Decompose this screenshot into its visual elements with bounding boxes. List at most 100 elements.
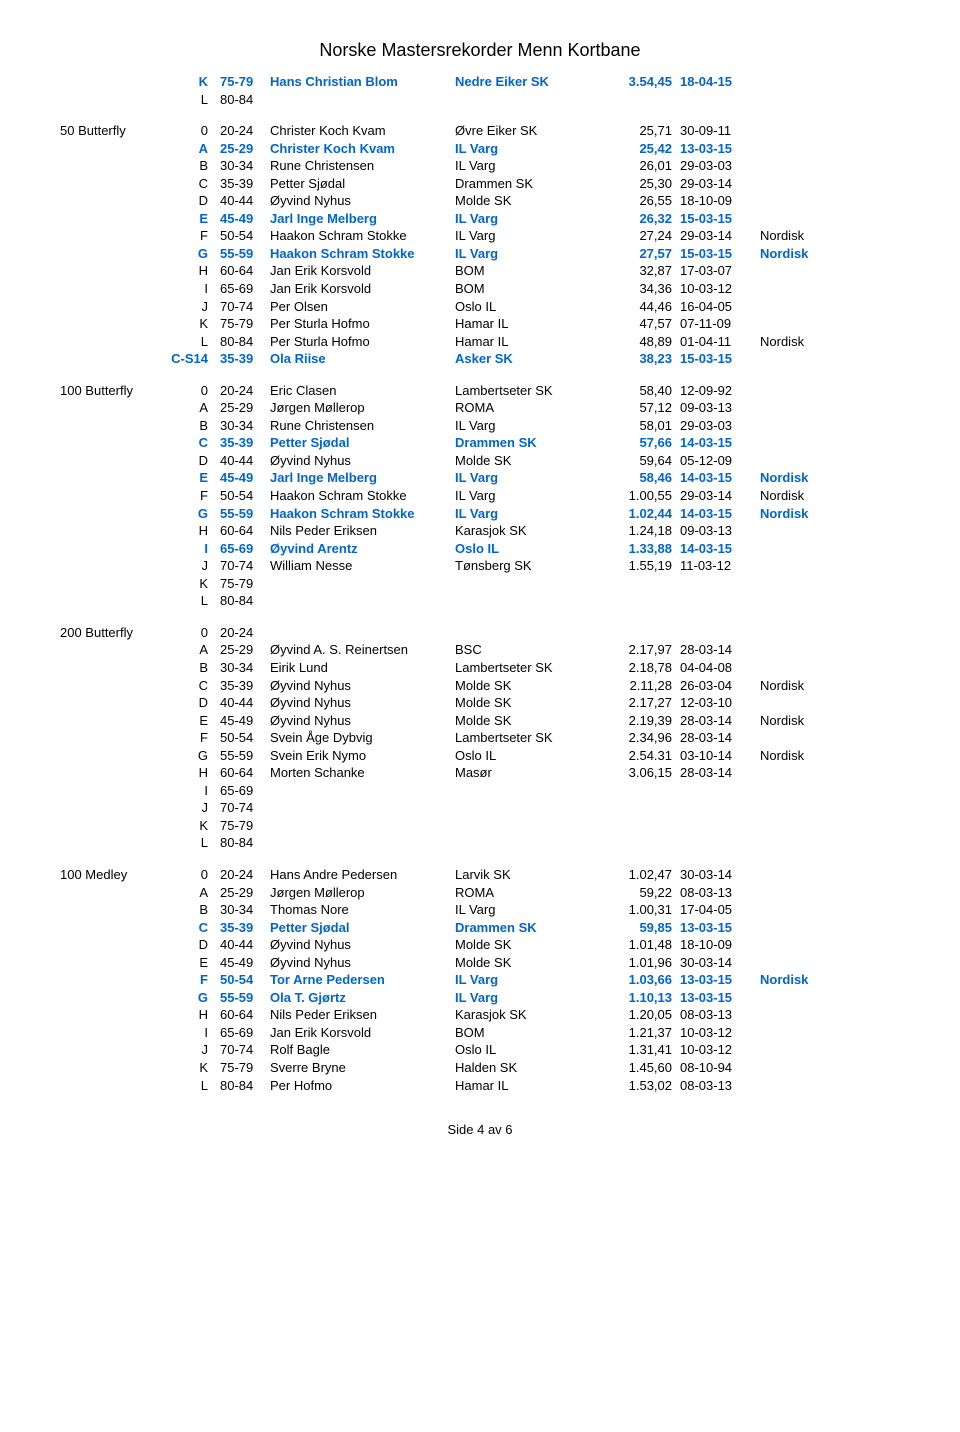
age-group: 55-59: [220, 747, 270, 765]
club-name: IL Varg: [455, 417, 605, 435]
record-row: H60-64Nils Peder EriksenKarasjok SK1.20,…: [60, 1006, 900, 1024]
row-letter: B: [160, 157, 220, 175]
record-date: 18-10-09: [680, 192, 760, 210]
club-name: Hamar IL: [455, 1077, 605, 1095]
record-row: C35-39Petter SjødalDrammen SK59,8513-03-…: [60, 919, 900, 937]
age-group: 25-29: [220, 140, 270, 158]
record-row: C35-39Petter SjødalDrammen SK57,6614-03-…: [60, 434, 900, 452]
club-name: Oslo IL: [455, 747, 605, 765]
club-name: Larvik SK: [455, 866, 605, 884]
age-group: 35-39: [220, 350, 270, 368]
age-group: 40-44: [220, 192, 270, 210]
record-time: 2.11,28: [605, 677, 680, 695]
age-group: 35-39: [220, 175, 270, 193]
row-letter: G: [160, 747, 220, 765]
record-date: 05-12-09: [680, 452, 760, 470]
record-time: 57,66: [605, 434, 680, 452]
row-letter: 0: [160, 382, 220, 400]
row-letter: C: [160, 677, 220, 695]
club-name: Molde SK: [455, 452, 605, 470]
age-group: 25-29: [220, 641, 270, 659]
club-name: Hamar IL: [455, 315, 605, 333]
club-name: Molde SK: [455, 677, 605, 695]
athlete-name: Øyvind Nyhus: [270, 936, 455, 954]
record-date: 12-09-92: [680, 382, 760, 400]
record-time: 32,87: [605, 262, 680, 280]
record-date: 12-03-10: [680, 694, 760, 712]
record-note: Nordisk: [760, 245, 830, 263]
record-row: 50 Butterfly020-24Christer Koch KvamØvre…: [60, 122, 900, 140]
club-name: IL Varg: [455, 245, 605, 263]
record-row: E45-49Jarl Inge MelbergIL Varg26,3215-03…: [60, 210, 900, 228]
record-date: 28-03-14: [680, 712, 760, 730]
row-letter: E: [160, 469, 220, 487]
row-letter: D: [160, 452, 220, 470]
record-date: 08-03-13: [680, 1006, 760, 1024]
page-title: Norske Mastersrekorder Menn Kortbane: [60, 40, 900, 61]
record-row: C35-39Petter SjødalDrammen SK25,3029-03-…: [60, 175, 900, 193]
record-row: J70-74William NesseTønsberg SK1.55,1911-…: [60, 557, 900, 575]
record-time: 1.21,37: [605, 1024, 680, 1042]
age-group: 80-84: [220, 333, 270, 351]
athlete-name: Øyvind A. S. Reinertsen: [270, 641, 455, 659]
record-date: 15-03-15: [680, 210, 760, 228]
record-date: 10-03-12: [680, 1024, 760, 1042]
age-group: 65-69: [220, 540, 270, 558]
record-time: 2.54.31: [605, 747, 680, 765]
record-date: 18-04-15: [680, 73, 760, 91]
record-row: E45-49Øyvind NyhusMolde SK2.19,3928-03-1…: [60, 712, 900, 730]
row-letter: A: [160, 140, 220, 158]
athlete-name: Øyvind Arentz: [270, 540, 455, 558]
row-letter: F: [160, 729, 220, 747]
row-letter: J: [160, 799, 220, 817]
record-row: K75-79: [60, 575, 900, 593]
record-time: 58,40: [605, 382, 680, 400]
record-date: 29-03-14: [680, 487, 760, 505]
athlete-name: Jan Erik Korsvold: [270, 280, 455, 298]
age-group: 55-59: [220, 505, 270, 523]
age-group: 60-64: [220, 262, 270, 280]
row-letter: I: [160, 1024, 220, 1042]
club-name: IL Varg: [455, 157, 605, 175]
age-group: 65-69: [220, 280, 270, 298]
record-time: 1.53,02: [605, 1077, 680, 1095]
athlete-name: Per Hofmo: [270, 1077, 455, 1095]
record-row: L80-84: [60, 91, 900, 109]
record-row: 100 Medley020-24Hans Andre PedersenLarvi…: [60, 866, 900, 884]
club-name: Hamar IL: [455, 333, 605, 351]
club-name: IL Varg: [455, 971, 605, 989]
age-group: 45-49: [220, 210, 270, 228]
row-letter: K: [160, 73, 220, 91]
record-row: I65-69Jan Erik KorsvoldBOM1.21,3710-03-1…: [60, 1024, 900, 1042]
club-name: Molde SK: [455, 192, 605, 210]
club-name: Molde SK: [455, 694, 605, 712]
row-letter: G: [160, 245, 220, 263]
record-time: 26,32: [605, 210, 680, 228]
row-letter: J: [160, 1041, 220, 1059]
record-time: 1.00,31: [605, 901, 680, 919]
club-name: IL Varg: [455, 227, 605, 245]
record-date: 29-03-14: [680, 227, 760, 245]
club-name: IL Varg: [455, 505, 605, 523]
record-date: 03-10-14: [680, 747, 760, 765]
age-group: 30-34: [220, 157, 270, 175]
athlete-name: Hans Andre Pedersen: [270, 866, 455, 884]
record-date: 29-03-03: [680, 417, 760, 435]
age-group: 40-44: [220, 694, 270, 712]
age-group: 50-54: [220, 487, 270, 505]
row-letter: E: [160, 954, 220, 972]
club-name: Masør: [455, 764, 605, 782]
record-row: D40-44Øyvind NyhusMolde SK26,5518-10-09: [60, 192, 900, 210]
row-letter: A: [160, 399, 220, 417]
age-group: 60-64: [220, 522, 270, 540]
athlete-name: Jan Erik Korsvold: [270, 262, 455, 280]
club-name: Karasjok SK: [455, 522, 605, 540]
record-row: D40-44Øyvind NyhusMolde SK59,6405-12-09: [60, 452, 900, 470]
athlete-name: Nils Peder Eriksen: [270, 522, 455, 540]
record-time: 1.02,47: [605, 866, 680, 884]
record-time: 1.45,60: [605, 1059, 680, 1077]
record-row: C35-39Øyvind NyhusMolde SK2.11,2826-03-0…: [60, 677, 900, 695]
record-time: 34,36: [605, 280, 680, 298]
age-group: 30-34: [220, 659, 270, 677]
record-date: 30-03-14: [680, 954, 760, 972]
